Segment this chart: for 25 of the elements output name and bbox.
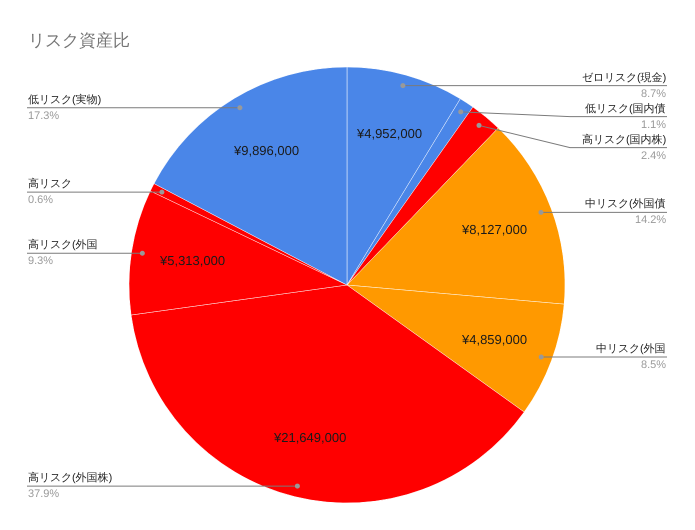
slice-label: 高リスク(国内株) [582, 133, 666, 146]
slice-label: 中リスク(外国 [596, 342, 666, 355]
text: ¥4,952,000 [357, 126, 422, 141]
slice-label: 低リスク(国内債 [585, 102, 666, 115]
text: ¥4,859,000 [462, 332, 528, 347]
slice-label: 高リスク(外国 [28, 238, 98, 251]
data-label: 1.1% [641, 119, 666, 131]
data-label: 37.9% [28, 488, 60, 500]
data-label: 2.4% [641, 150, 666, 162]
text: ¥8,127,000 [462, 222, 528, 237]
data-label: 8.7% [641, 88, 666, 100]
slice-label: 高リスク(外国株) [28, 471, 112, 484]
slice-label: 低リスク(実物) [28, 93, 102, 106]
text: ¥21,649,000 [274, 430, 346, 445]
data-label: 17.3% [28, 110, 60, 122]
data-label: 9.3% [28, 255, 54, 267]
data-label: 14.2% [635, 214, 666, 226]
data-label: 8.5% [641, 359, 666, 371]
slice-label: 中リスク(外国債 [585, 197, 666, 210]
text: ¥5,313,000 [160, 253, 226, 268]
data-label: 0.6% [28, 194, 54, 206]
slice-label: 高リスク [28, 177, 72, 190]
chart-title: リスク資産比 [28, 30, 130, 50]
slice-label: ゼロリスク(現金) [582, 72, 666, 84]
text: ¥9,896,000 [234, 143, 300, 158]
